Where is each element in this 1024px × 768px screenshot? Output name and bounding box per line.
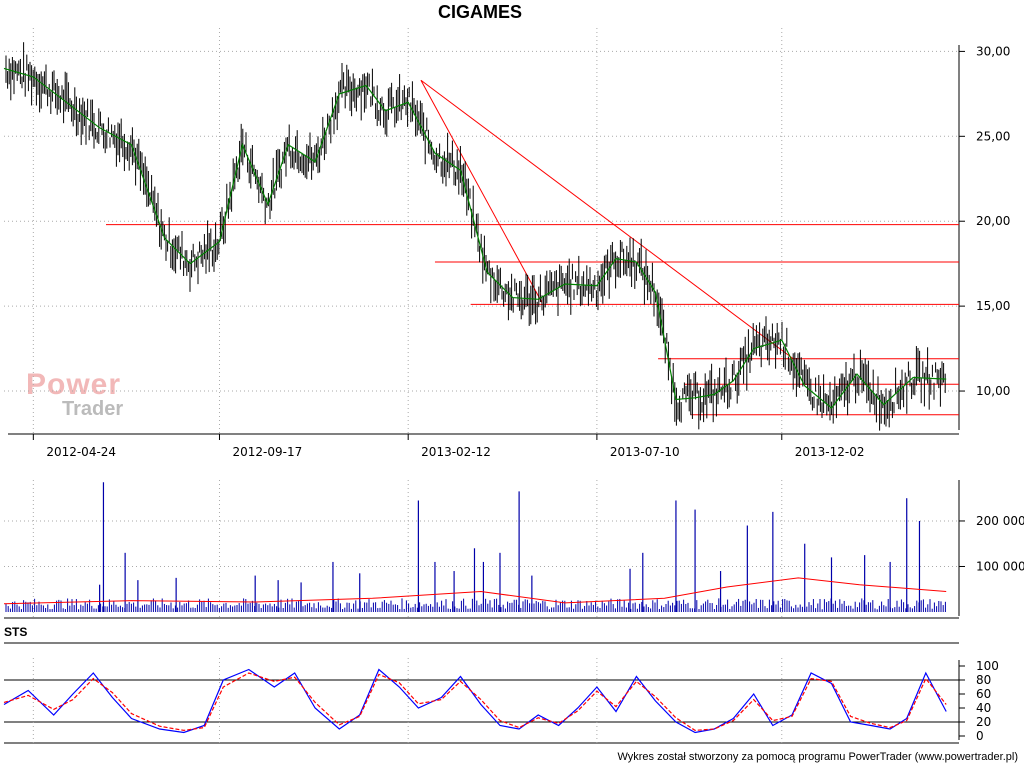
sts-panel-label: STS — [4, 625, 28, 639]
trend-line-6 — [420, 80, 543, 303]
price-x-tick-label-4: 2013-12-02 — [795, 445, 865, 459]
sts-line-0 — [3, 668, 947, 734]
volume-average-line — [3, 577, 947, 605]
price-y-tick-label-2: 20,00 — [976, 214, 1010, 228]
price-x-tick-label-0: 2012-04-24 — [46, 445, 116, 459]
sts-y-tick-label-5: 0 — [976, 729, 984, 743]
sts-y-tick-label-4: 20 — [976, 715, 991, 729]
chart-title: CIGAMES — [437, 2, 522, 22]
footer-credit: Wykres został stworzony za pomocą progra… — [617, 751, 1018, 763]
volume-y-tick-label-1: 100 000 — [976, 559, 1024, 573]
price-y-tick-label-0: 30,00 — [976, 44, 1010, 58]
price-x-tick-label-3: 2013-07-10 — [610, 445, 680, 459]
sts-y-tick-label-0: 100 — [976, 659, 999, 673]
price-x-tick-label-2: 2013-02-12 — [421, 445, 491, 459]
price-x-tick-label-1: 2012-09-17 — [232, 445, 302, 459]
price-y-tick-label-4: 10,00 — [976, 384, 1010, 398]
price-y-tick-label-1: 25,00 — [976, 129, 1010, 143]
moving-average-line — [3, 67, 947, 409]
sts-y-tick-label-3: 40 — [976, 701, 991, 715]
trend-line-7 — [420, 79, 794, 360]
watermark-trader: Trader — [62, 398, 124, 420]
price-y-tick-label-3: 15,00 — [976, 299, 1010, 313]
watermark-logo: Power Trader — [26, 368, 123, 420]
sts-y-tick-label-1: 80 — [976, 673, 991, 687]
watermark-power: Power — [26, 368, 122, 401]
sts-line-1 — [3, 672, 947, 732]
volume-y-tick-label-0: 200 000 — [976, 514, 1024, 528]
sts-y-tick-label-2: 60 — [976, 687, 991, 701]
